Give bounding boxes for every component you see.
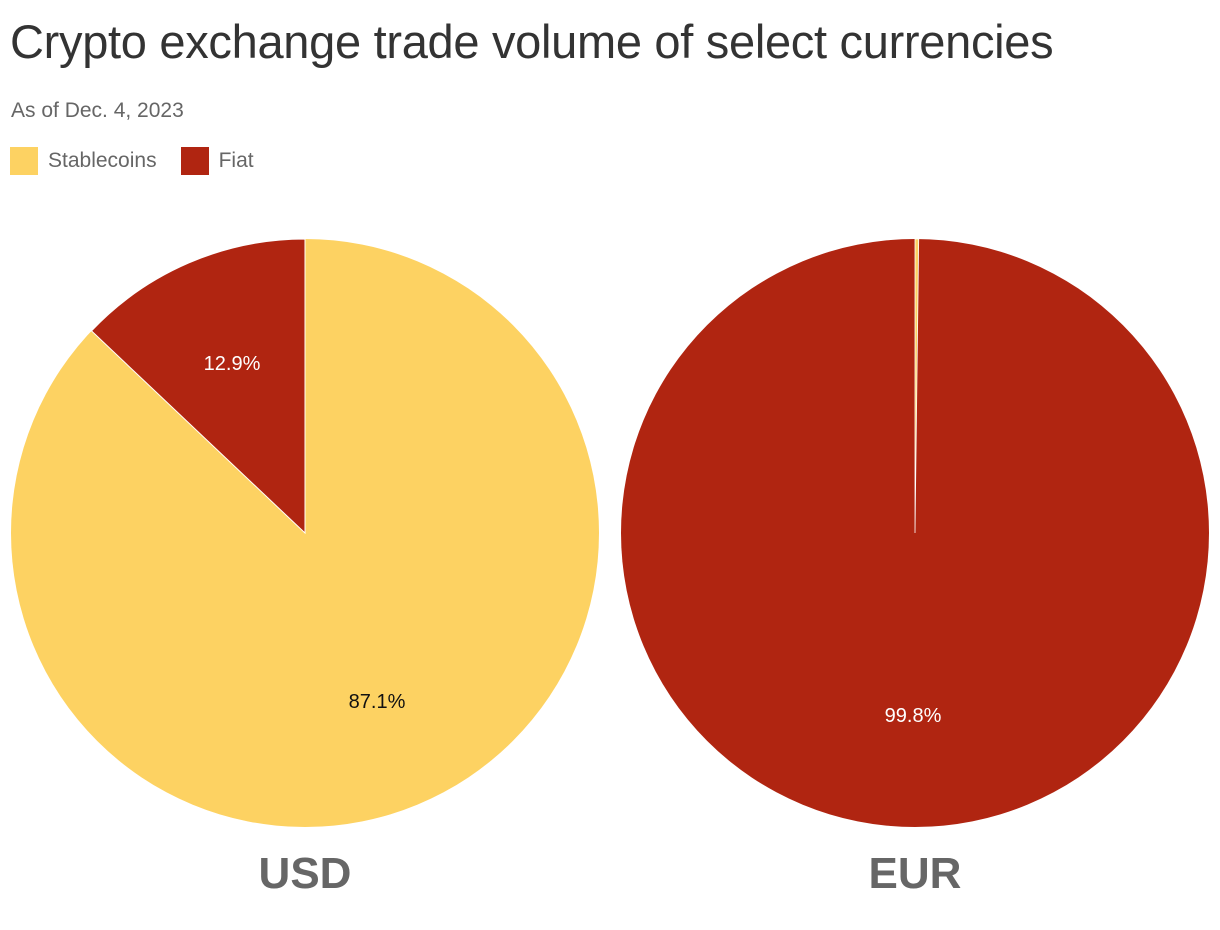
pie-eur: 99.8% EUR [621,238,1209,898]
slice-usd-fiat [90,238,306,535]
category-label-usd: USD [259,849,352,898]
data-label-usd-stablecoins: 87.1% [349,691,406,713]
legend-label: Fiat [218,149,254,172]
legend-swatch-stablecoins [10,147,38,175]
legend-item-stablecoins: Stablecoins [10,147,157,175]
chart-title: Crypto exchange trade volume of select c… [10,15,1054,68]
pie-usd: 12.9% 87.1% USD [11,238,599,898]
legend-label: Stablecoins [48,149,157,172]
data-label-usd-fiat: 12.9% [204,353,261,375]
chart-subtitle: As of Dec. 4, 2023 [11,99,184,122]
slice-eur-stablecoins [914,238,920,534]
legend-swatch-fiat [180,147,209,175]
data-label-eur-fiat: 99.8% [885,705,942,727]
category-label-eur: EUR [869,849,962,898]
legend: Stablecoins Fiat [10,147,278,175]
legend-item-fiat: Fiat [180,147,254,175]
